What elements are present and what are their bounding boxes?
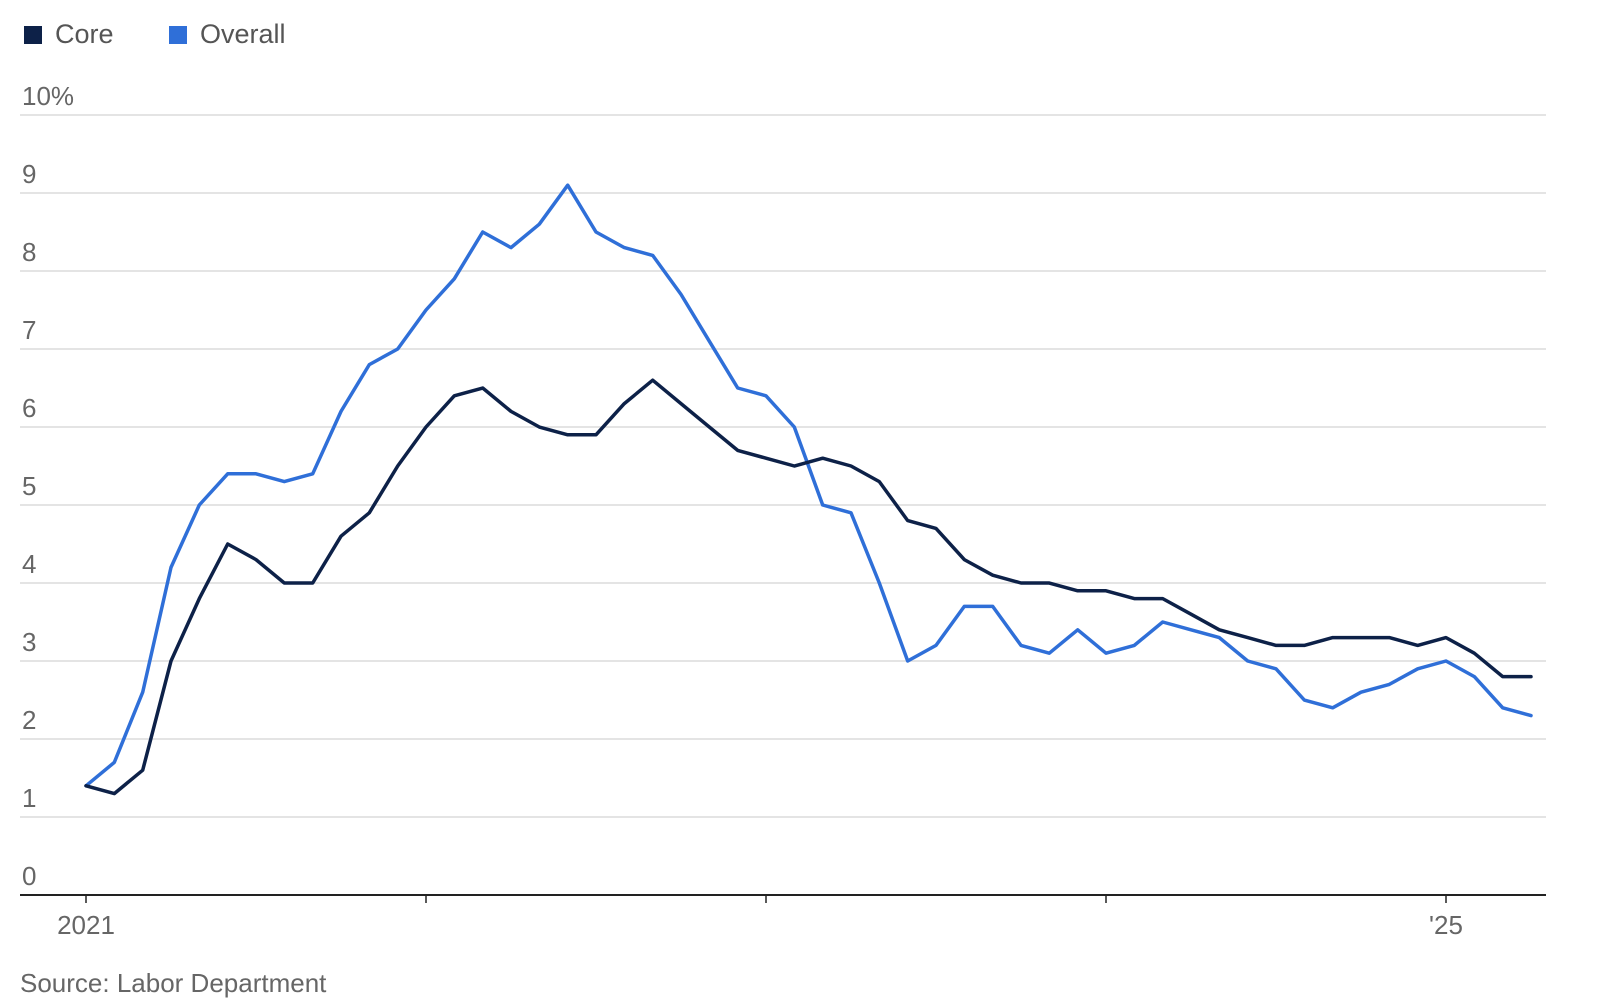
y-tick-label: 6 — [22, 393, 36, 423]
series-line-core — [84, 378, 1533, 796]
y-tick-label: 5 — [22, 471, 36, 501]
y-tick-label: 2 — [22, 705, 36, 735]
legend-label-core: Core — [55, 19, 114, 49]
legend-swatch-core — [24, 26, 42, 44]
series-line-overall — [84, 183, 1533, 788]
series-lines — [84, 183, 1533, 796]
gridlines — [20, 114, 1546, 818]
x-tick-label: '25 — [1429, 910, 1463, 940]
y-tick-label: 8 — [22, 237, 36, 267]
y-tick-label: 3 — [22, 627, 36, 657]
y-tick-label: 9 — [22, 159, 36, 189]
y-tick-label: 10% — [22, 81, 74, 111]
source-note: Source: Labor Department — [20, 968, 327, 998]
y-tick-label: 1 — [22, 783, 36, 813]
legend-swatch-overall — [169, 26, 187, 44]
y-tick-label: 4 — [22, 549, 36, 579]
x-axis: 2021 '25 — [20, 894, 1546, 940]
y-tick-label: 0 — [22, 861, 36, 891]
legend: Core Overall — [24, 19, 286, 49]
y-axis-ticks: 0 1 2 3 4 5 6 7 8 9 10% — [22, 81, 74, 891]
legend-label-overall: Overall — [200, 19, 286, 49]
x-tick-label: 2021 — [57, 910, 115, 940]
y-tick-label: 7 — [22, 315, 36, 345]
